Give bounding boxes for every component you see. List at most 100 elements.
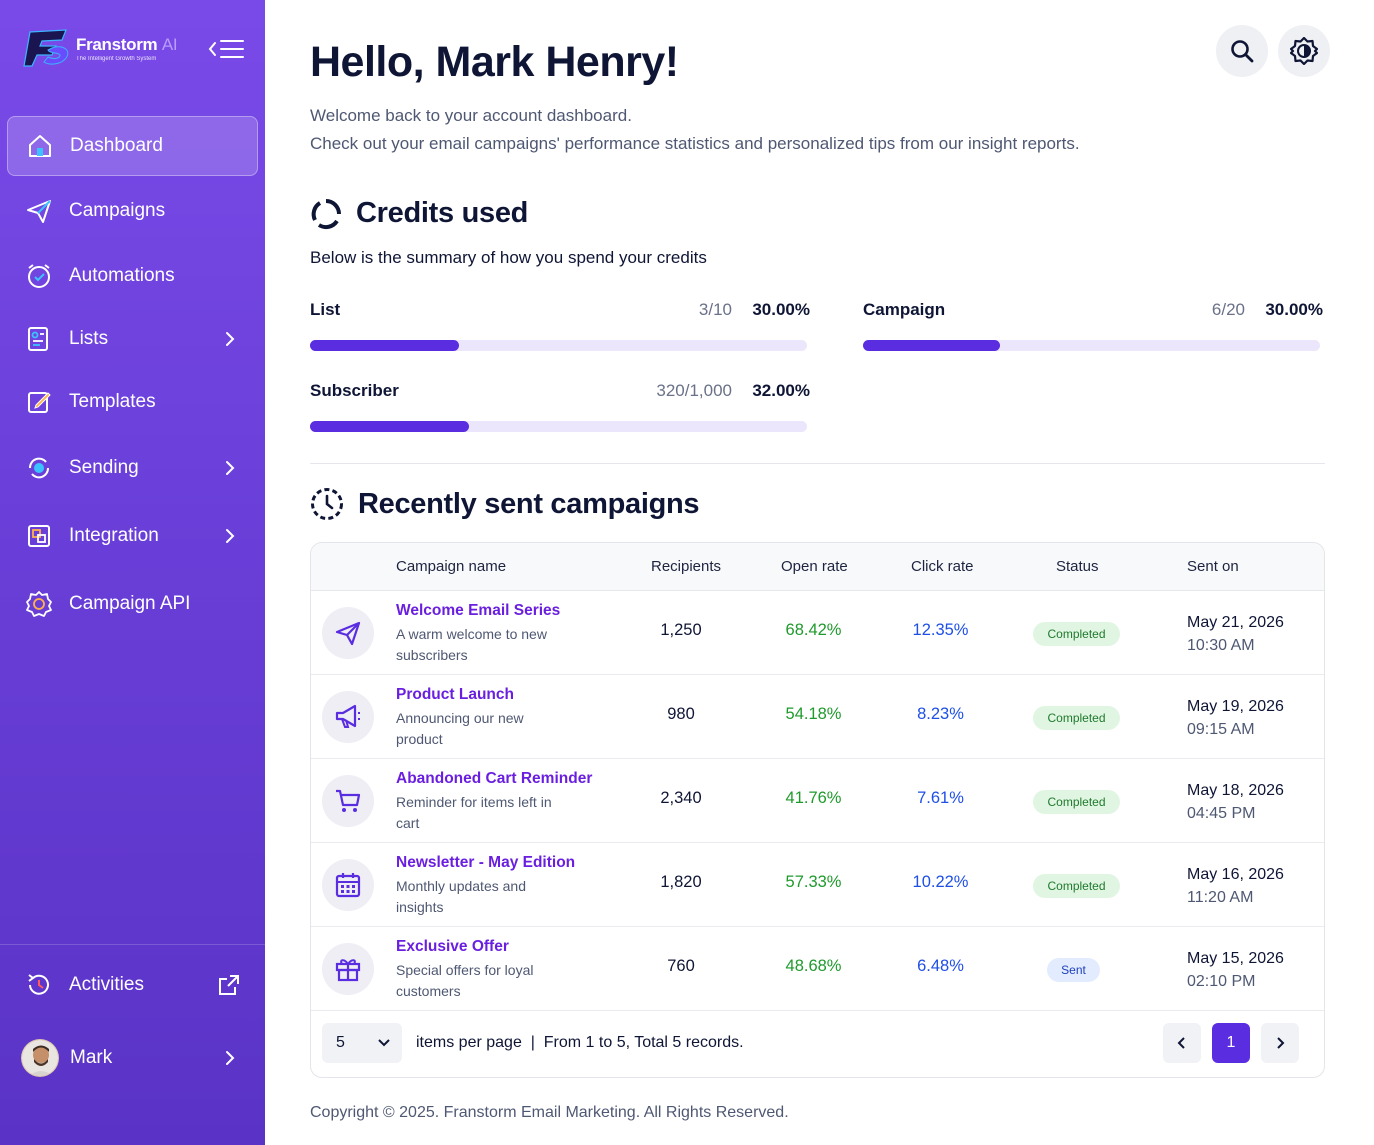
credit-count: 3/10 [698,300,732,319]
sidebar-item-label: Sending [69,457,139,478]
campaign-name-link[interactable]: Welcome Email Series [396,602,561,619]
search-icon [1231,40,1254,63]
next-page-button[interactable] [1261,1023,1299,1063]
campaign-name-link[interactable]: Abandoned Cart Reminder [396,770,593,787]
campaign-name-link[interactable]: Exclusive Offer [396,938,509,955]
section-divider [310,463,1325,464]
page-1-button[interactable]: 1 [1212,1023,1250,1063]
sent-on: May 21, 2026 10:30 AM [1187,611,1284,657]
credits-title: Credits used [310,197,528,230]
sidebar-item-sending[interactable]: Sending [7,435,258,501]
sidebar-item-label: Integration [69,525,159,546]
sidebar-item-label: Campaigns [69,200,166,221]
per-page-label: items per page [416,1034,522,1051]
cart-icon [322,775,374,827]
brightness-icon [1290,37,1318,65]
sidebar-item-label: Lists [69,328,109,349]
sent-time: 04:45 PM [1187,805,1256,822]
welcome-text: Welcome back to your account dashboard. [310,106,632,125]
sidebar-item-automations[interactable]: Automations [7,246,258,306]
column-header: Open rate [781,558,848,575]
sent-on: May 16, 2026 11:20 AM [1187,863,1284,909]
integration-icon [25,522,53,550]
table-row[interactable]: Exclusive Offer Special offers for loyal… [311,927,1324,1011]
column-header: Click rate [911,558,974,575]
click-rate-value: 12.35% [912,621,969,639]
table-row[interactable]: Product Launch Announcing our new produc… [311,675,1324,759]
sidebar-item-campaigns[interactable]: Campaigns [7,179,258,243]
records-summary: From 1 to 5, Total 5 records. [543,1034,744,1051]
status-badge: Completed [1033,790,1120,814]
prev-page-button[interactable] [1163,1023,1201,1063]
sidebar-item-dashboard[interactable]: Dashboard [7,116,258,176]
status-badge: Completed [1033,874,1120,898]
loading-ring-icon [311,198,341,229]
campaign-name-link[interactable]: Product Launch [396,686,514,703]
sync-icon [25,454,53,482]
sent-time: 11:20 AM [1187,889,1254,906]
campaign-description: Special offers for loyal customers [396,962,534,999]
recipients-value: 2,340 [660,789,702,807]
search-button[interactable] [1216,25,1268,77]
column-header: Campaign name [396,558,507,575]
sidebar-item-templates[interactable]: Templates [7,372,258,432]
sent-on: May 15, 2026 02:10 PM [1187,947,1284,993]
credit-percent: 30.00% [1265,300,1323,319]
sidebar-item-lists[interactable]: Lists [7,309,258,369]
sent-on: May 19, 2026 09:15 AM [1187,695,1284,741]
sidebar-item-label: Campaign API [69,593,191,614]
campaign-description: A warm welcome to new subscribers [396,626,547,663]
per-page-select[interactable]: 5 [322,1023,402,1063]
click-rate-value: 8.23% [917,705,964,723]
page-title: Hello, Mark Henry! [310,38,679,86]
table-row[interactable]: Welcome Email Series A warm welcome to n… [311,591,1324,675]
calendar-icon [322,859,374,911]
status-badge: Sent [1047,958,1100,982]
brand-logo[interactable]: Franstorm AI The Intelligent Growth Syst… [22,26,178,70]
credit-label: Subscriber [310,381,399,400]
click-rate-value: 10.22% [912,873,969,891]
sidebar-nav: Dashboard Campaigns Automations Lists [0,116,265,640]
theme-toggle-button[interactable] [1278,25,1330,77]
column-header: Sent on [1187,558,1239,575]
clock-icon [311,488,343,520]
home-icon [26,132,54,160]
open-rate-value: 48.68% [785,957,842,975]
progress-fill [310,421,470,432]
recipients-value: 980 [667,705,695,723]
sidebar-item-label: Dashboard [70,135,163,156]
user-menu[interactable]: Mark [7,1030,258,1086]
column-header: Status [1056,558,1099,575]
brand-tagline: The Intelligent Growth System [76,55,157,62]
campaigns-table: Campaign name Recipients Open rate Click… [310,542,1325,1078]
sent-time: 10:30 AM [1187,637,1255,654]
sidebar-item-integration[interactable]: Integration [7,504,258,568]
edit-template-icon [25,388,53,416]
table-row[interactable]: Abandoned Cart Reminder Reminder for ite… [311,759,1324,843]
sidebar-item-activities[interactable]: Activities [7,956,258,1014]
sent-on: May 18, 2026 04:45 PM [1187,779,1284,825]
external-link-icon[interactable] [218,974,240,996]
megaphone-icon [322,691,374,743]
progress-track [310,340,807,351]
campaign-name-link[interactable]: Newsletter - May Edition [396,854,576,871]
open-rate-value: 68.42% [785,621,842,639]
activities-label: Activities [69,974,144,995]
sent-date: May 18, 2026 [1187,782,1284,799]
campaign-description: Reminder for items left in cart [396,794,552,831]
recipients-value: 1,250 [660,621,702,639]
table-row[interactable]: Newsletter - May Edition Monthly updates… [311,843,1324,927]
sidebar-item-campaign-api[interactable]: Campaign API [7,571,258,637]
sidebar-item-label: Templates [69,391,156,412]
column-header: Recipients [651,558,722,575]
gift-icon [322,943,374,995]
status-badge: Completed [1033,622,1120,646]
history-icon [25,971,53,999]
open-rate-value: 57.33% [785,873,842,891]
sent-date: May 19, 2026 [1187,698,1284,715]
alarm-clock-icon [25,262,53,290]
paper-plane-icon [25,197,53,225]
campaign-description: Announcing our new product [396,710,524,747]
recent-campaigns-title: Recently sent campaigns [310,487,700,521]
collapse-sidebar-icon[interactable] [207,37,245,61]
